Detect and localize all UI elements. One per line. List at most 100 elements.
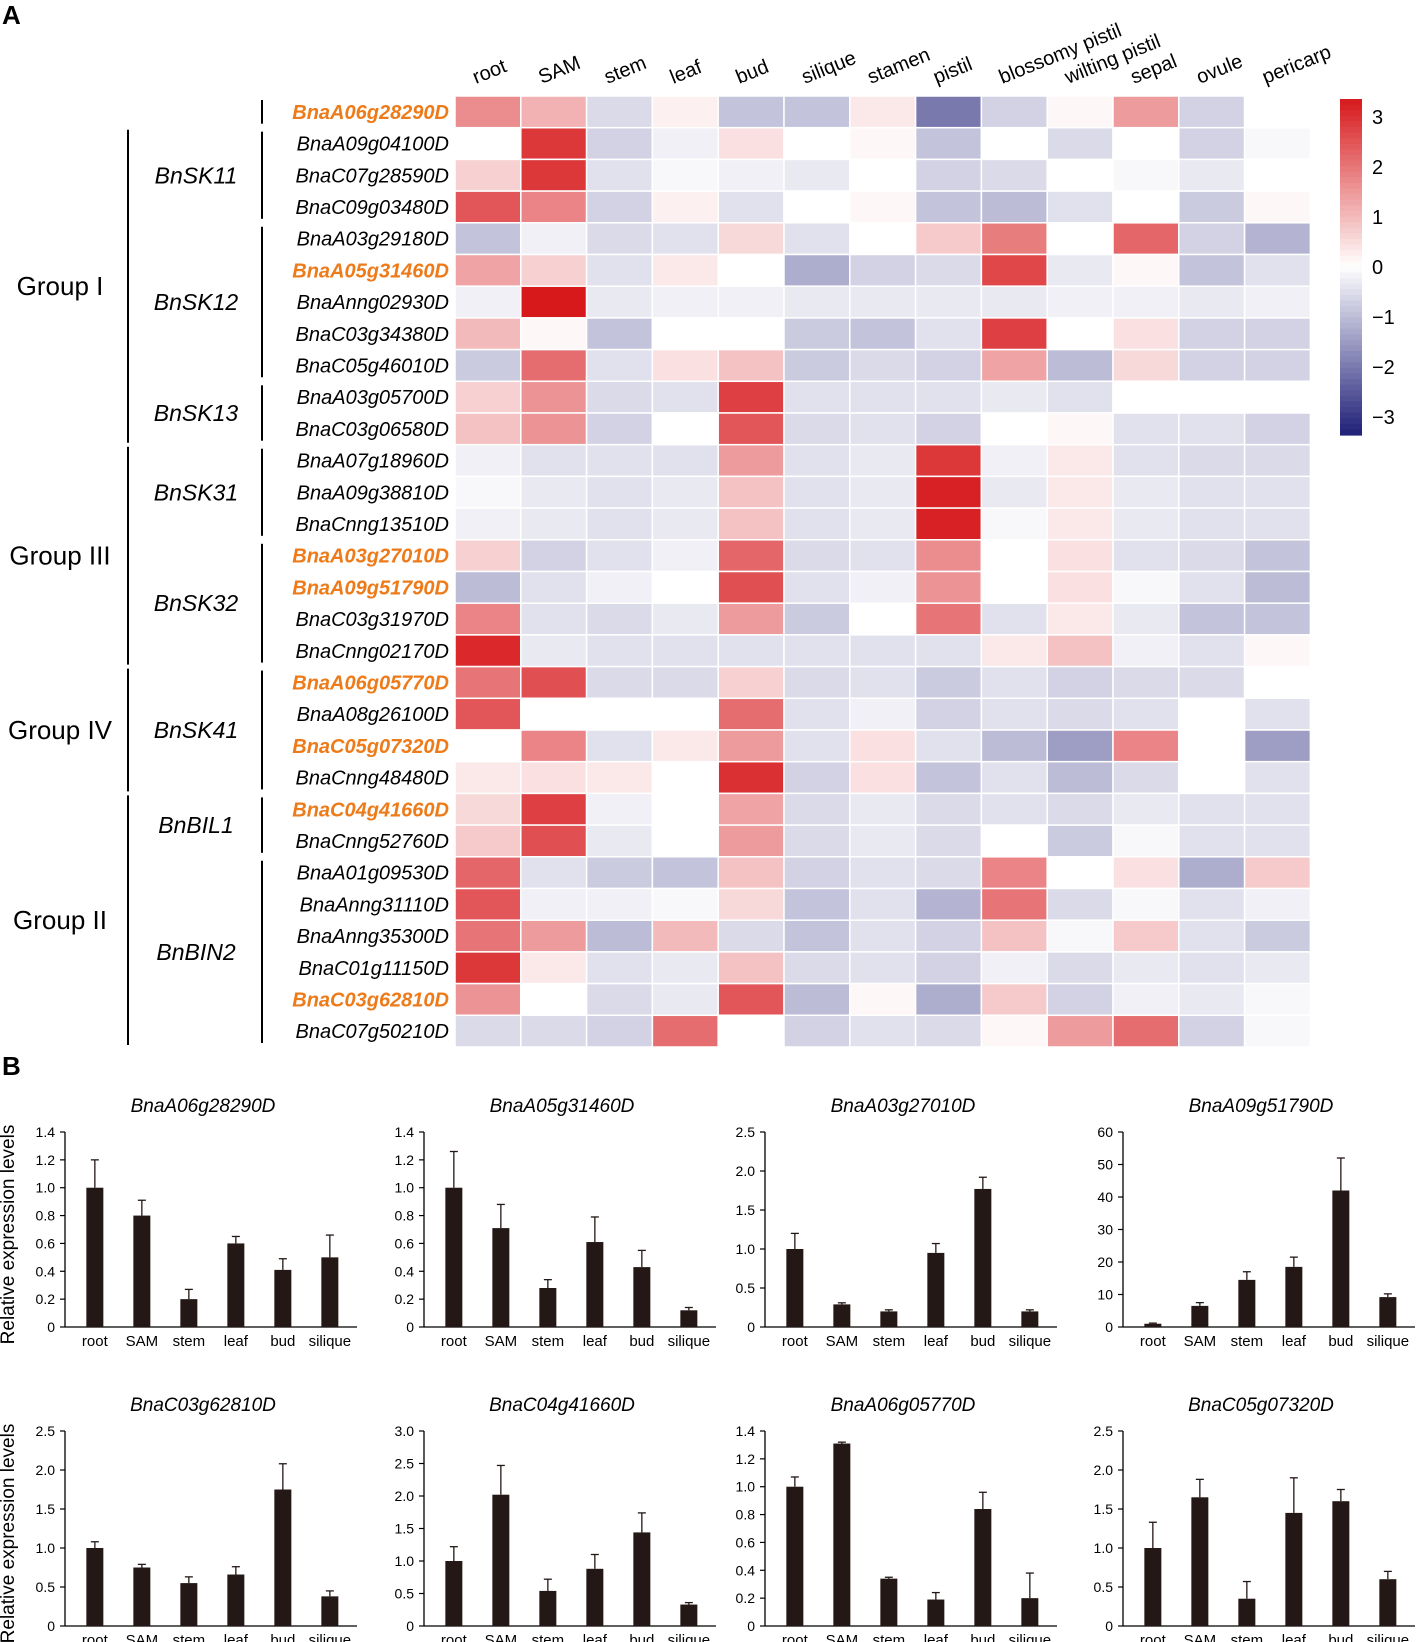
heatmap-cell [849,887,917,921]
heatmap-cell [783,697,851,731]
heatmap-cell [849,190,917,224]
heatmap-cell [1178,982,1246,1017]
legend-swatch [1340,351,1362,358]
heatmap-cell [717,665,785,700]
heatmap-cell [520,570,588,604]
legend-swatch [1340,132,1362,139]
heatmap-cell [651,634,719,668]
heatmap-cell [783,95,851,129]
heatmap-cell [1178,95,1246,129]
y-tick-label: 1.4 [36,1124,56,1140]
bar [1144,1323,1162,1327]
category-label: bud [629,1632,654,1642]
heatmap-cell [1046,285,1114,319]
heatmap-cell [717,253,785,287]
bar [321,1596,339,1626]
heatmap-cell [651,1014,719,1048]
category-label: SAM [826,1333,859,1350]
legend-swatch [1340,255,1362,262]
heatmap-cell [1178,856,1246,890]
legend-swatch [1340,306,1362,313]
legend-swatch [1340,390,1362,397]
heatmap-cell [651,253,719,287]
heatmap-cell [1112,665,1180,700]
category-label: bud [970,1632,995,1642]
legend-swatch [1340,216,1362,223]
y-tick-label: 0.5 [1094,1579,1114,1595]
bar-chart: BnaC03g62810D 0 0.5 1.0 1.5 2.0 2.5 root SAM stem… [36,1395,357,1642]
heatmap-cell [1178,729,1246,763]
heatmap-cell [849,570,917,604]
y-tick-label: 1.4 [736,1423,756,1439]
category-label: stem [173,1333,206,1350]
legend-swatch [1340,367,1362,374]
y-tick-label: 0 [747,1319,755,1335]
y-tick-label: 0.4 [395,1263,415,1279]
heatmap-cell [717,539,785,573]
category-label: silique [1367,1632,1410,1642]
gene-label: BnaAnng02930D [297,292,449,314]
bar [1191,1305,1209,1327]
bar-chart: BnaA06g28290D 0 0.2 0.4 0.6 0.8 1.0 1.2 1.4 root S… [36,1096,357,1350]
heatmap-cell [520,412,588,446]
heatmap-cell [717,824,785,858]
heatmap-cell [980,856,1048,890]
bar [86,1187,104,1327]
heatmap-cell [520,697,588,731]
heatmap-cell [651,412,719,446]
heatmap-cell [1243,697,1312,731]
heatmap-cell [454,729,522,763]
legend-tick-label: −3 [1372,407,1395,429]
heatmap-cell [717,919,785,953]
heatmap-cell [1178,475,1246,509]
subfamily-label: BnSK31 [154,479,238,505]
category-label: root [82,1333,109,1350]
category-label: root [82,1632,109,1642]
heatmap-cell [849,760,917,795]
heatmap-cell [585,317,654,351]
heatmap-cell [520,1014,588,1048]
heatmap-cell [717,285,785,319]
heatmap-cell [1046,951,1114,985]
heatmap-cell [520,380,588,414]
heatmap-cell [1046,126,1114,161]
category-label: leaf [1282,1333,1307,1350]
y-tick-label: 1.0 [736,1479,756,1495]
legend-swatch [1340,334,1362,341]
heatmap-cell [585,570,654,604]
heatmap-cell [1112,348,1180,383]
heatmap-cell [520,317,588,351]
legend-tick-label: −1 [1372,307,1395,329]
heatmap-cell [783,507,851,541]
heatmap-cell [520,665,588,700]
legend-swatch [1340,384,1362,391]
group-label: Group III [9,541,110,571]
heatmap-cell [980,539,1048,573]
legend-swatch [1340,339,1362,346]
heatmap-cell [1046,95,1114,129]
heatmap-cell [651,317,719,351]
bar [1285,1512,1303,1626]
bar-chart: BnaC05g07320D 0 0.5 1.0 1.5 2.0 2.5 root SAM stem… [1094,1395,1415,1642]
heatmap-cell [717,856,785,890]
heatmap-cell [520,539,588,573]
heatmap-cell [914,317,983,351]
heatmap-cell [849,348,917,383]
subfamily-label: BnSK32 [154,590,239,616]
gene-label: BnaC03g34380D [296,324,449,346]
legend-swatch [1340,300,1362,307]
heatmap-cell [1112,602,1180,636]
heatmap-cell [1112,697,1180,731]
y-tick-label: 1.5 [736,1202,756,1218]
heatmap-cell [651,222,719,256]
heatmap-cell [1112,95,1180,129]
heatmap-cell [1046,665,1114,700]
legend-swatch [1340,429,1362,436]
heatmap-cell [783,919,851,953]
heatmap-cell [651,95,719,129]
heatmap-cell [914,190,983,224]
legend-swatch [1340,149,1362,156]
heatmap-cell [849,1014,917,1048]
y-tick-label: 2.0 [395,1488,415,1504]
heatmap-cell [783,824,851,858]
